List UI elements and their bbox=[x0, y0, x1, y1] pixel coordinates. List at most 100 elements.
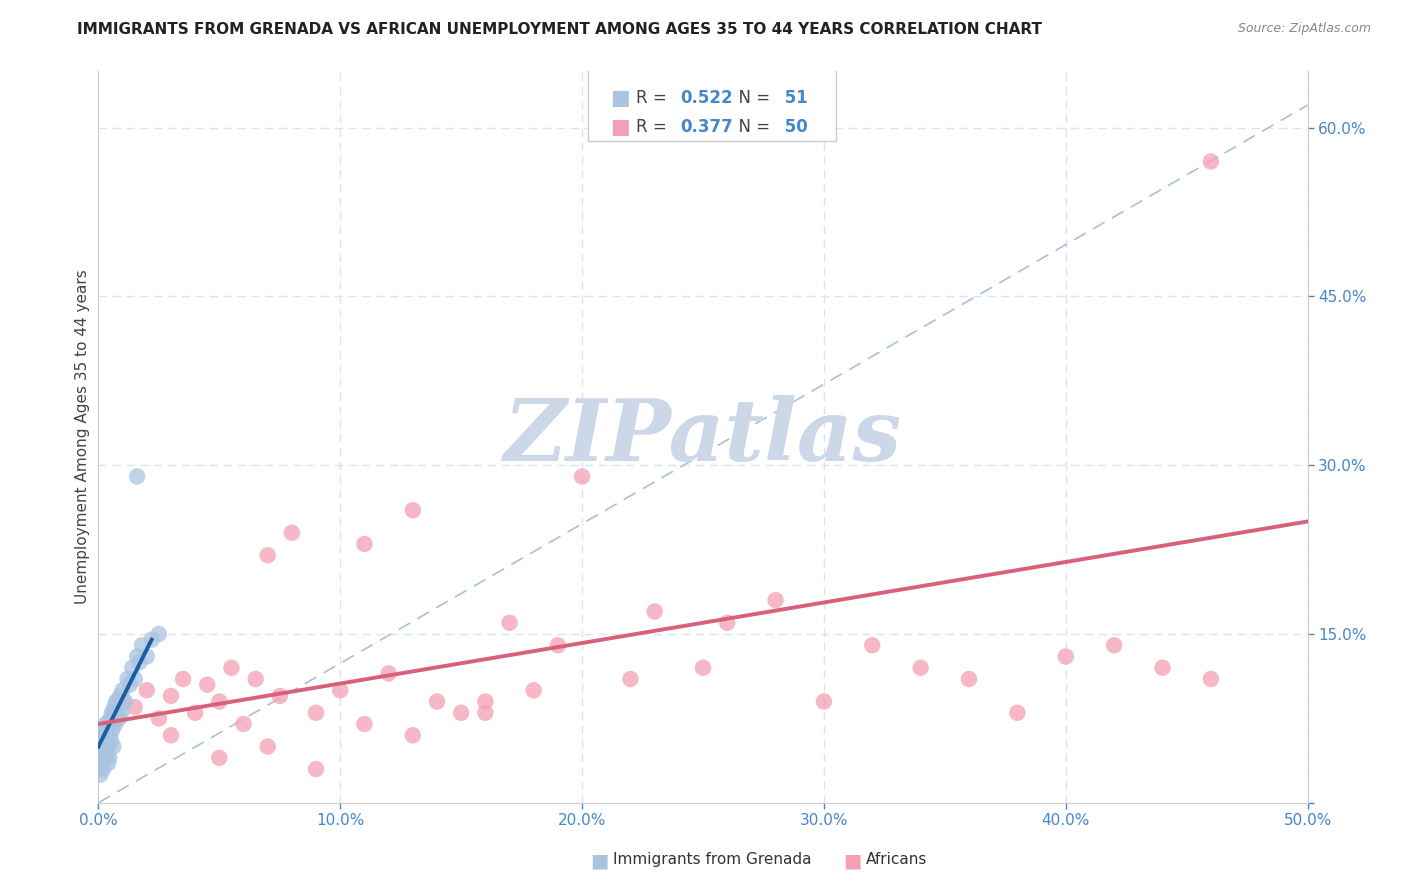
FancyBboxPatch shape bbox=[588, 68, 837, 141]
Point bbox=[128, 655, 150, 669]
Text: ZIPatlas: ZIPatlas bbox=[503, 395, 903, 479]
Point bbox=[124, 700, 146, 714]
Point bbox=[118, 678, 141, 692]
Point bbox=[195, 678, 218, 692]
Text: IMMIGRANTS FROM GRENADA VS AFRICAN UNEMPLOYMENT AMONG AGES 35 TO 44 YEARS CORREL: IMMIGRANTS FROM GRENADA VS AFRICAN UNEMP… bbox=[77, 22, 1042, 37]
Point bbox=[148, 711, 170, 725]
Point bbox=[105, 694, 128, 708]
Text: ■: ■ bbox=[610, 118, 630, 137]
Point bbox=[172, 672, 194, 686]
Point bbox=[184, 706, 207, 720]
Point bbox=[910, 661, 932, 675]
Point bbox=[644, 605, 666, 619]
Text: R =: R = bbox=[637, 89, 672, 107]
Point bbox=[256, 739, 278, 754]
Point bbox=[474, 706, 496, 720]
Point bbox=[402, 503, 425, 517]
Text: ■: ■ bbox=[610, 88, 630, 108]
Point bbox=[716, 615, 738, 630]
Point bbox=[97, 756, 120, 771]
Point bbox=[90, 756, 112, 771]
Point bbox=[103, 700, 125, 714]
Point bbox=[98, 728, 121, 742]
Text: ■: ■ bbox=[591, 852, 609, 871]
Point bbox=[141, 632, 163, 647]
Point bbox=[160, 728, 183, 742]
Point bbox=[97, 723, 120, 737]
Point bbox=[329, 683, 352, 698]
Point bbox=[426, 694, 449, 708]
Point bbox=[111, 694, 134, 708]
Point bbox=[523, 683, 546, 698]
Point bbox=[100, 711, 122, 725]
Point bbox=[208, 751, 231, 765]
Point bbox=[127, 649, 149, 664]
Point bbox=[98, 751, 121, 765]
Point bbox=[108, 711, 131, 725]
Point bbox=[474, 694, 496, 708]
Point bbox=[110, 706, 132, 720]
Point bbox=[96, 739, 118, 754]
Point bbox=[1054, 649, 1077, 664]
Point bbox=[148, 627, 170, 641]
Point bbox=[1199, 154, 1222, 169]
Point bbox=[305, 762, 328, 776]
Point bbox=[1102, 638, 1125, 652]
Point bbox=[571, 469, 593, 483]
Point bbox=[100, 717, 122, 731]
Point bbox=[103, 706, 125, 720]
Point bbox=[619, 672, 641, 686]
Text: Africans: Africans bbox=[866, 852, 928, 867]
Point bbox=[91, 762, 114, 776]
Point bbox=[101, 723, 124, 737]
Point bbox=[114, 694, 136, 708]
Text: Source: ZipAtlas.com: Source: ZipAtlas.com bbox=[1237, 22, 1371, 36]
Point bbox=[498, 615, 520, 630]
Point bbox=[256, 548, 278, 562]
Point bbox=[107, 706, 129, 720]
Text: 0.377: 0.377 bbox=[681, 118, 733, 136]
Point bbox=[131, 638, 153, 652]
Point bbox=[135, 683, 157, 698]
Point bbox=[94, 751, 117, 765]
Point bbox=[402, 728, 425, 742]
Point bbox=[160, 689, 183, 703]
Point bbox=[104, 717, 127, 731]
Text: 50: 50 bbox=[779, 118, 808, 136]
Point bbox=[269, 689, 291, 703]
Text: N =: N = bbox=[728, 89, 776, 107]
Point bbox=[93, 728, 115, 742]
Point bbox=[111, 683, 134, 698]
Point bbox=[91, 745, 114, 759]
Text: 51: 51 bbox=[779, 89, 808, 107]
Text: N =: N = bbox=[728, 118, 776, 136]
Point bbox=[813, 694, 835, 708]
Text: Immigrants from Grenada: Immigrants from Grenada bbox=[613, 852, 811, 867]
Point bbox=[97, 739, 120, 754]
Point bbox=[93, 734, 115, 748]
Point bbox=[89, 767, 111, 781]
Point bbox=[100, 734, 122, 748]
Point bbox=[135, 649, 157, 664]
Point bbox=[353, 717, 375, 731]
Point bbox=[765, 593, 787, 607]
Text: 0.522: 0.522 bbox=[681, 89, 733, 107]
Point bbox=[121, 661, 143, 675]
Point bbox=[124, 672, 146, 686]
Point bbox=[127, 469, 149, 483]
Point bbox=[90, 751, 112, 765]
Point bbox=[377, 666, 399, 681]
Point bbox=[100, 706, 122, 720]
Point bbox=[93, 728, 115, 742]
Point bbox=[96, 745, 118, 759]
Point bbox=[305, 706, 328, 720]
Point bbox=[108, 689, 131, 703]
Point bbox=[117, 672, 139, 686]
Point bbox=[1007, 706, 1029, 720]
Point bbox=[221, 661, 243, 675]
Text: R =: R = bbox=[637, 118, 672, 136]
Point bbox=[208, 694, 231, 708]
Point bbox=[91, 734, 114, 748]
Point bbox=[94, 717, 117, 731]
Point bbox=[692, 661, 714, 675]
